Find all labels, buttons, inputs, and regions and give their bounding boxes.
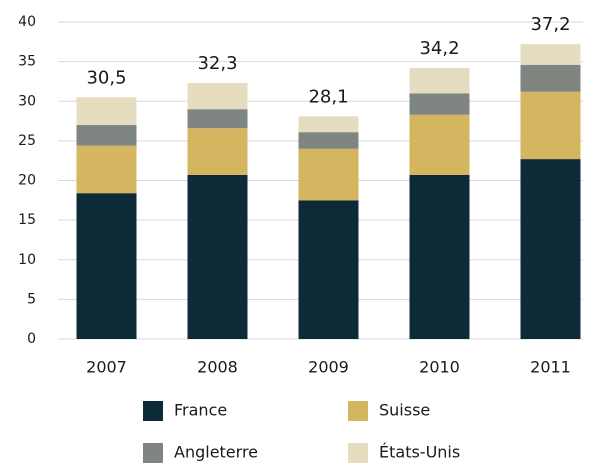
y-tick-label: 5: [27, 291, 36, 307]
y-tick-label: 40: [18, 14, 36, 30]
total-label: 30,5: [86, 67, 126, 88]
bar-segment: [409, 174, 470, 339]
bar-segment: [520, 159, 581, 339]
bar-segment: [298, 132, 359, 149]
bar-segment: [298, 200, 359, 339]
bar-segment: [409, 93, 470, 115]
total-label: 28,1: [308, 86, 348, 107]
x-tick-label: 2011: [530, 358, 571, 377]
legend-label: Angleterre: [174, 443, 258, 462]
legend-label: Suisse: [379, 401, 430, 420]
total-label: 32,3: [197, 53, 237, 74]
x-tick-label: 2008: [197, 358, 238, 377]
bar-segment: [76, 125, 137, 146]
bar-segment: [409, 67, 470, 94]
y-tick-label: 25: [18, 133, 36, 149]
bar-segment: [76, 97, 137, 126]
bar-segment: [76, 145, 137, 194]
x-tick-label: 2010: [419, 358, 460, 377]
x-tick-label: 2009: [308, 358, 349, 377]
bar-segment: [187, 128, 248, 175]
total-label: 34,2: [419, 38, 459, 59]
legend-swatch: [143, 443, 163, 463]
legend-swatch: [348, 401, 368, 421]
bar-segment: [76, 193, 137, 339]
bar-segment: [298, 116, 359, 133]
total-label: 37,2: [530, 14, 570, 35]
y-tick-label: 0: [27, 331, 36, 347]
bar-segment: [520, 64, 581, 92]
y-tick-label: 20: [18, 173, 36, 189]
y-tick-label: 35: [18, 54, 36, 70]
bar-segment: [520, 44, 581, 65]
legend-swatch: [348, 443, 368, 463]
bar-segment: [298, 148, 359, 201]
legend-label: France: [174, 401, 227, 420]
bar-segment: [187, 174, 248, 339]
y-tick-label: 30: [18, 93, 36, 109]
bar-segment: [409, 114, 470, 175]
bar-segment: [520, 91, 581, 160]
bar-segment: [187, 83, 248, 110]
legend-swatch: [143, 401, 163, 421]
bar-segment: [187, 109, 248, 129]
y-tick-label: 10: [18, 252, 36, 268]
x-tick-label: 2007: [86, 358, 127, 377]
legend-label: États-Unis: [379, 443, 460, 462]
y-tick-label: 15: [18, 212, 36, 228]
